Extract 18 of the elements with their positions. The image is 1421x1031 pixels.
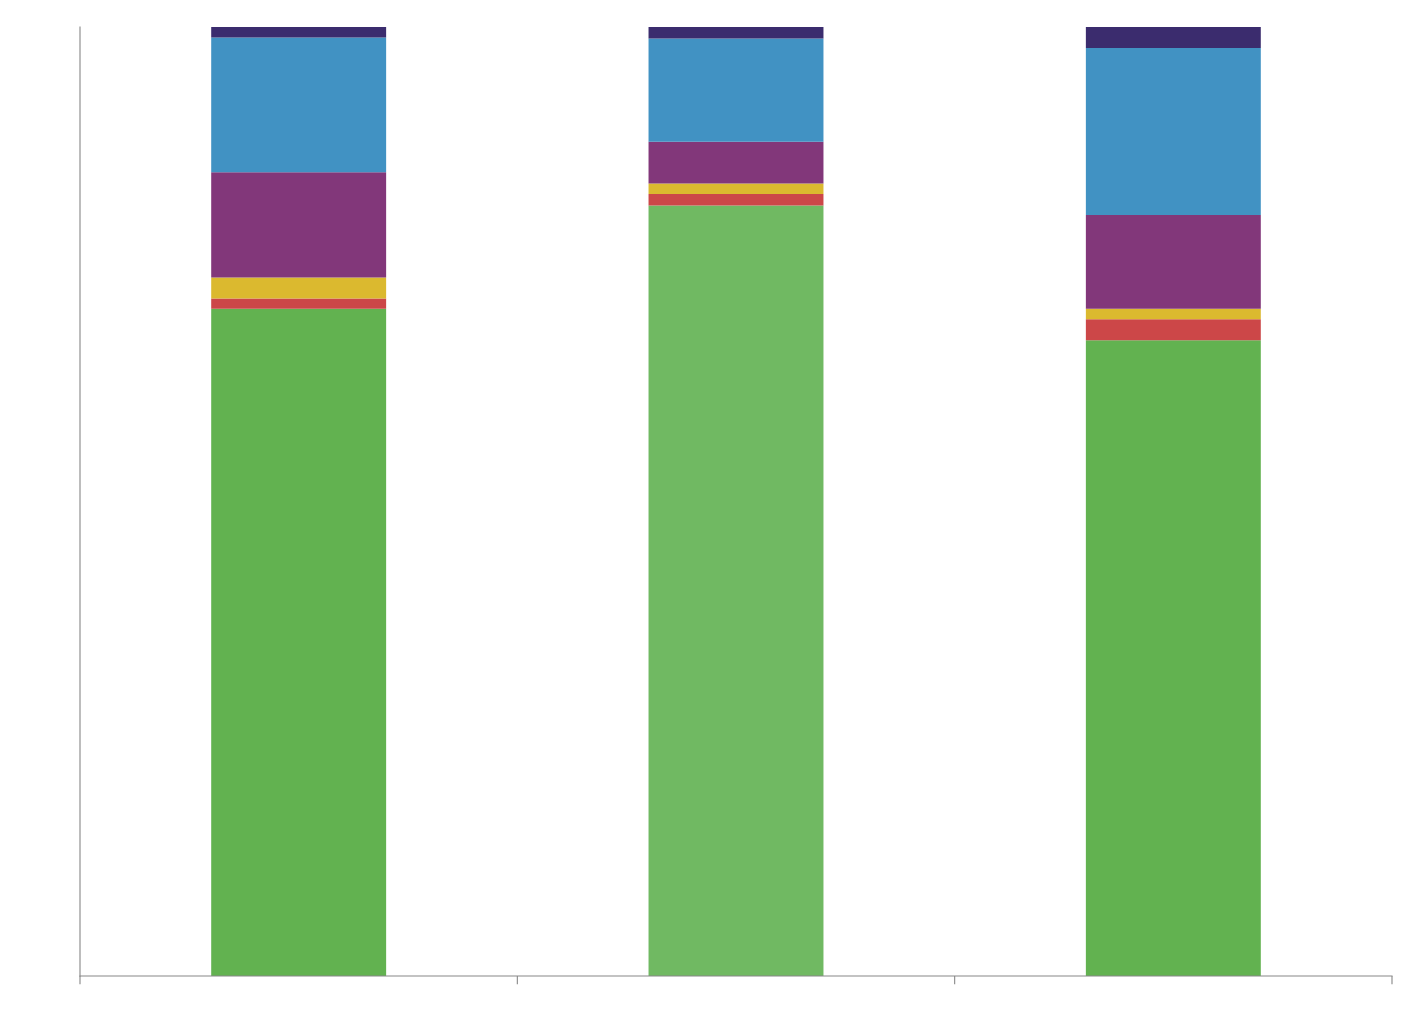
bar (211, 298, 387, 309)
bar (1085, 319, 1261, 341)
bar (1085, 27, 1261, 48)
bar (1085, 340, 1261, 976)
bar (211, 277, 387, 299)
bar (1085, 47, 1261, 215)
bar (648, 27, 824, 39)
bar (648, 38, 824, 142)
bar (211, 172, 387, 278)
bar (1085, 214, 1261, 309)
bar (211, 27, 387, 38)
bar (1085, 308, 1261, 320)
bar (211, 37, 387, 173)
bar (648, 205, 824, 976)
bar (211, 308, 387, 976)
bar (648, 141, 824, 184)
bar (648, 194, 824, 206)
bar (648, 183, 824, 195)
